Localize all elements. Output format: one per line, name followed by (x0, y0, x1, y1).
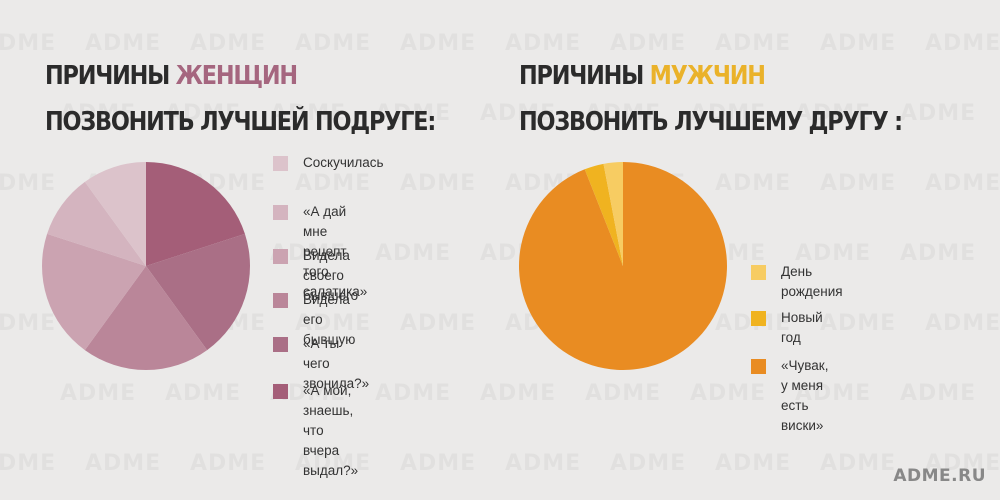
women-pie-slice (47, 181, 147, 266)
women-legend-item: Видела своего бывшего (273, 248, 359, 306)
watermark-text: ADME (0, 451, 56, 476)
watermark-text: ADME (820, 311, 896, 336)
watermark-text: ADME (400, 171, 476, 196)
watermark-text: ADME (715, 451, 791, 476)
watermark-text: ADME (190, 451, 266, 476)
men-title-line1: ПРИЧИНЫ МУЖЧИН (519, 61, 766, 91)
men-legend-swatch (751, 265, 766, 280)
women-legend-label: «А дай мне рецепт того салатика» (303, 204, 368, 299)
women-legend-item: «А ты чего звонила?» (273, 336, 370, 394)
women-legend-swatch (273, 156, 288, 171)
watermark-text: ADME (610, 451, 686, 476)
women-pie-slice (84, 162, 146, 266)
men-title-accent: МУЖЧИН (649, 61, 766, 91)
women-legend-item: «А дай мне рецепт того салатика» (273, 204, 368, 302)
watermark-text: ADME (925, 311, 1000, 336)
women-chart-title: ПРИЧИНЫ ЖЕНЩИН ПОЗВОНИТЬ ЛУЧШЕЙ ПОДРУГЕ: (45, 53, 436, 145)
watermark-text: ADME (165, 381, 241, 406)
women-pie-slice (84, 266, 208, 370)
women-pie-slice (146, 162, 245, 266)
watermark-text: ADME (480, 381, 556, 406)
women-title-line1: ПРИЧИНЫ ЖЕНЩИН (45, 61, 298, 91)
men-pie-slice (603, 162, 623, 266)
men-pie-chart (519, 162, 727, 370)
women-pie-chart (41, 162, 250, 370)
watermark-text: ADME (85, 451, 161, 476)
watermark-text: ADME (375, 241, 451, 266)
watermark-text: ADME (505, 451, 581, 476)
watermark-text: ADME (375, 381, 451, 406)
men-legend-item: «Чувак, у меня есть виски» (751, 358, 829, 436)
watermark-text: ADME (900, 241, 976, 266)
men-pie-slice (584, 163, 623, 266)
watermark-text: ADME (925, 31, 1000, 56)
men-legend-swatch (751, 359, 766, 374)
women-legend-swatch (273, 249, 288, 264)
men-title-line2: ПОЗВОНИТЬ ЛУЧШЕМУ ДРУГУ : (519, 107, 903, 137)
women-legend-swatch (273, 337, 288, 352)
women-legend-label: «А мой, знаешь, что вчера выдал?» (303, 383, 359, 478)
watermark-text: ADME (820, 171, 896, 196)
watermark-text: ADME (400, 451, 476, 476)
men-legend-item: Новый год (751, 310, 823, 348)
women-legend-label: Видела его бывшую (303, 292, 356, 347)
women-pie-slice (41, 233, 146, 351)
women-title-accent: ЖЕНЩИН (175, 61, 298, 91)
men-legend-item: День рождения (751, 264, 843, 302)
men-legend-label: Новый год (781, 310, 823, 345)
women-title-line2: ПОЗВОНИТЬ ЛУЧШЕЙ ПОДРУГЕ: (45, 107, 436, 137)
women-legend-label: «А ты чего звонила?» (303, 336, 370, 391)
watermark-text: ADME (400, 311, 476, 336)
watermark-text: ADME (900, 381, 976, 406)
watermark-text: ADME (585, 381, 661, 406)
watermark-text: ADME (295, 171, 371, 196)
men-legend-label: «Чувак, у меня есть виски» (781, 358, 829, 433)
site-logo: ADME.RU (893, 466, 986, 486)
watermark-text: ADME (60, 381, 136, 406)
women-legend-item: Видела его бывшую (273, 292, 356, 350)
women-legend-item: Соскучилась (273, 155, 384, 173)
watermark-text: ADME (900, 101, 976, 126)
men-chart-title: ПРИЧИНЫ МУЖЧИН ПОЗВОНИТЬ ЛУЧШЕМУ ДРУГУ : (519, 53, 903, 145)
watermark-text: ADME (820, 451, 896, 476)
men-legend-swatch (751, 311, 766, 326)
women-legend-swatch (273, 293, 288, 308)
women-legend-swatch (273, 205, 288, 220)
women-legend-swatch (273, 384, 288, 399)
women-legend-item: «А мой, знаешь, что вчера выдал?» (273, 383, 359, 481)
men-legend-label: День рождения (781, 264, 843, 299)
women-legend-label: Соскучилась (303, 155, 384, 170)
women-pie-slice (146, 233, 250, 351)
women-legend-label: Видела своего бывшего (303, 248, 359, 303)
watermark-text: ADME (925, 171, 1000, 196)
